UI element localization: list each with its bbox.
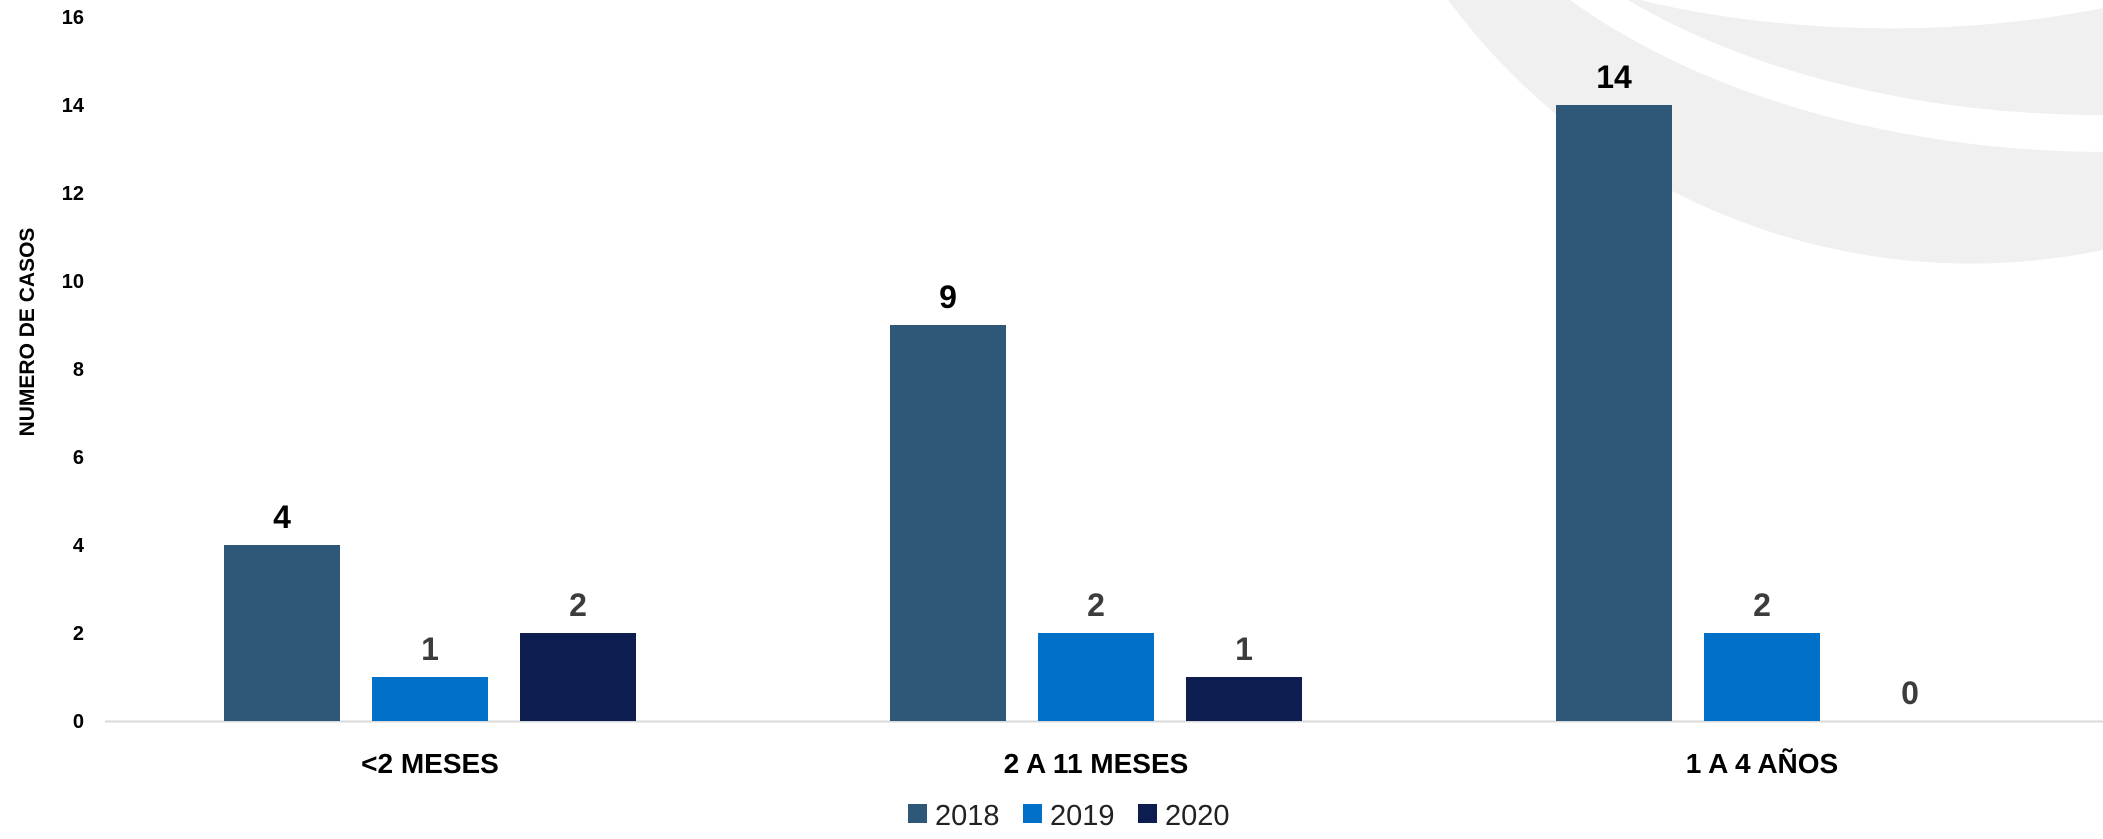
legend-swatch	[908, 804, 927, 823]
data-label: 9	[939, 279, 957, 315]
bar-2018	[890, 325, 1006, 721]
data-label: 1	[421, 631, 439, 667]
legend-item-2019: 2019	[1023, 800, 1115, 832]
y-tick-label: 6	[73, 447, 84, 469]
y-tick-label: 0	[73, 711, 84, 733]
y-tick-label: 4	[73, 535, 85, 557]
bar-2020	[520, 633, 636, 721]
bar-2019	[372, 677, 488, 721]
data-label: 2	[569, 587, 587, 623]
watermark-middle-arc	[1570, 0, 2103, 152]
legend-item-2020: 2020	[1138, 800, 1230, 832]
y-tick-label: 10	[62, 271, 84, 293]
x-tick-label: 2 A 11 MESES	[1004, 748, 1189, 779]
legend-swatch	[1138, 804, 1157, 823]
bar-2020	[1186, 677, 1302, 721]
legend: 2018 2019 2020	[908, 800, 1230, 832]
x-tick-label: <2 MESES	[361, 748, 499, 779]
data-label: 1	[1235, 631, 1253, 667]
watermark-arcs	[1448, 0, 2103, 264]
y-tick-label: 16	[62, 7, 84, 29]
data-label: 2	[1087, 587, 1105, 623]
bars	[224, 105, 1820, 721]
bar-2019	[1704, 633, 1820, 721]
y-axis: 0 2 4 6 8 10 12 14 16	[62, 7, 85, 733]
y-tick-label: 2	[73, 623, 84, 645]
watermark-inner-gap	[1640, 0, 2103, 29]
y-tick-label: 14	[62, 95, 85, 117]
x-axis: <2 MESES 2 A 11 MESES 1 A 4 AÑOS	[361, 748, 1838, 779]
x-tick-label: 1 A 4 AÑOS	[1686, 748, 1838, 779]
y-tick-label: 12	[62, 183, 84, 205]
bar-2018	[1556, 105, 1672, 721]
y-axis-title: NUMERO DE CASOS	[16, 228, 39, 437]
bar-2018	[224, 545, 340, 721]
y-tick-label: 8	[73, 359, 84, 381]
legend-label: 2018	[935, 800, 1000, 832]
data-label: 4	[273, 499, 291, 535]
legend-label: 2019	[1050, 800, 1115, 832]
data-label: 14	[1596, 59, 1632, 95]
watermark-inner-arc	[1628, 0, 2103, 116]
legend-label: 2020	[1165, 800, 1230, 832]
bar-2019	[1038, 633, 1154, 721]
legend-swatch	[1023, 804, 1042, 823]
data-labels: 4 1 2 9 2 1 14 2 0	[273, 59, 1919, 711]
data-label: 2	[1753, 587, 1771, 623]
data-label: 0	[1901, 675, 1919, 711]
legend-item-2018: 2018	[908, 800, 1000, 832]
